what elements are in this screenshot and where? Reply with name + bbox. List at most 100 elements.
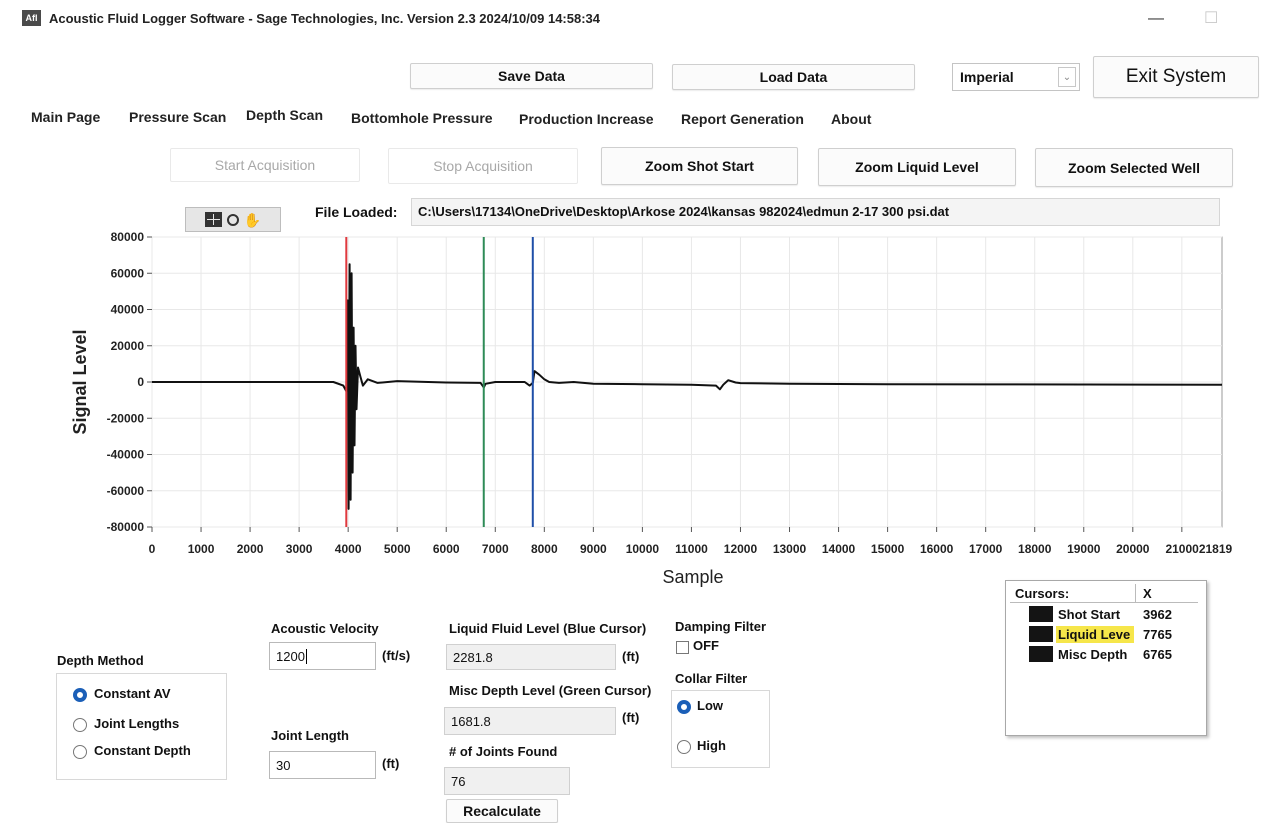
start-acquisition-button[interactable]: Start Acquisition	[170, 148, 360, 182]
x-tick-label: 6000	[433, 542, 460, 556]
cursor-table-header-x: X	[1143, 586, 1152, 601]
x-tick-label: 14000	[822, 542, 856, 556]
depth-method-group	[56, 673, 227, 780]
liquid-level-label: Liquid Fluid Level (Blue Cursor)	[449, 621, 647, 636]
x-tick-label: 17000	[969, 542, 1003, 556]
recalculate-button[interactable]: Recalculate	[446, 799, 558, 823]
x-tick-label: 18000	[1018, 542, 1052, 556]
liquid-level-unit: (ft)	[622, 649, 640, 664]
x-tick-label: 4000	[335, 542, 362, 556]
cursor-x-value: 6765	[1143, 647, 1172, 662]
misc-depth-display: 1681.8	[444, 707, 616, 735]
y-tick-label: -60000	[107, 484, 145, 498]
damping-filter-option[interactable]: OFF	[693, 638, 719, 653]
tab-about[interactable]: About	[831, 111, 872, 127]
x-tick-label: 15000	[871, 542, 905, 556]
units-select-value: Imperial	[960, 69, 1014, 85]
file-loaded-label: File Loaded:	[315, 204, 398, 220]
cursor-x-value: 7765	[1143, 627, 1172, 642]
tab-production-increase[interactable]: Production Increase	[519, 111, 654, 127]
x-tick-label: 8000	[531, 542, 558, 556]
x-tick-label: 3000	[286, 542, 313, 556]
acoustic-velocity-unit: (ft/s)	[382, 648, 411, 663]
chevron-down-icon[interactable]: ⌄	[1058, 67, 1076, 87]
cursor-name: Liquid Leve	[1056, 626, 1134, 643]
zoom-icon[interactable]	[226, 213, 239, 226]
x-tick-label: 2000	[237, 542, 264, 556]
tab-main-page[interactable]: Main Page	[31, 109, 101, 125]
collar-high-label[interactable]: High	[697, 738, 726, 753]
cursor-color-swatch	[1029, 646, 1053, 662]
damping-filter-checkbox[interactable]	[676, 641, 689, 654]
x-axis-label: Sample	[662, 567, 723, 587]
tab-depth-scan[interactable]: Depth Scan	[246, 107, 324, 123]
y-axis-label: Signal Level	[70, 329, 90, 434]
tab-report-generation[interactable]: Report Generation	[681, 111, 804, 127]
y-tick-label: 20000	[111, 339, 145, 353]
depth-method-title: Depth Method	[57, 653, 144, 668]
maximize-icon[interactable]: ☐	[1204, 10, 1219, 27]
units-select[interactable]: Imperial ⌄	[952, 63, 1080, 91]
constant-av-label[interactable]: Constant AV	[94, 686, 171, 701]
cursor-x-value: 3962	[1143, 607, 1172, 622]
collar-low-radio[interactable]	[677, 700, 691, 714]
acoustic-velocity-input[interactable]: 1200	[269, 642, 376, 670]
save-data-button[interactable]: Save Data	[410, 63, 653, 89]
exit-system-button[interactable]: Exit System	[1093, 56, 1259, 98]
collar-high-radio[interactable]	[677, 740, 691, 754]
signal-chart[interactable]: 800006000040000200000-20000-40000-60000-…	[0, 0, 1261, 600]
y-tick-label: -20000	[107, 411, 145, 425]
x-tick-label: 9000	[580, 542, 607, 556]
constant-depth-radio[interactable]	[73, 745, 87, 759]
constant-av-radio[interactable]	[73, 688, 87, 702]
constant-depth-label[interactable]: Constant Depth	[94, 743, 191, 758]
cursor-table[interactable]: Cursors: X Shot Start 3962 Liquid Leve 7…	[1005, 580, 1207, 736]
joint-lengths-label[interactable]: Joint Lengths	[94, 716, 180, 731]
x-tick-label: 13000	[773, 542, 807, 556]
cursor-color-swatch	[1029, 626, 1053, 642]
joint-length-label: Joint Length	[271, 728, 349, 743]
x-tick-label: 0	[149, 542, 156, 556]
y-tick-label: 60000	[111, 266, 145, 280]
x-tick-label: 1000	[188, 542, 215, 556]
pan-hand-icon[interactable]: ✋	[243, 211, 262, 228]
file-path-display: C:\Users\17134\OneDrive\Desktop\Arkose 2…	[411, 198, 1220, 226]
cursor-color-swatch	[1029, 606, 1053, 622]
joint-lengths-radio[interactable]	[73, 718, 87, 732]
joints-found-display: 76	[444, 767, 570, 795]
joint-length-input[interactable]: 30	[269, 751, 376, 779]
graph-palette[interactable]: ✋	[185, 207, 281, 232]
zoom-selected-well-button[interactable]: Zoom Selected Well	[1035, 148, 1233, 187]
cursor-name: Misc Depth	[1058, 647, 1128, 662]
cursor-table-header-name: Cursors:	[1015, 586, 1070, 601]
signal-series-line	[152, 263, 1223, 510]
grid-icon[interactable]	[204, 212, 222, 227]
y-tick-label: 0	[137, 375, 144, 389]
collar-filter-title: Collar Filter	[675, 671, 748, 686]
misc-depth-label: Misc Depth Level (Green Cursor)	[449, 683, 652, 698]
collar-low-label[interactable]: Low	[697, 698, 723, 713]
zoom-liquid-level-button[interactable]: Zoom Liquid Level	[818, 148, 1016, 186]
acoustic-velocity-label: Acoustic Velocity	[271, 621, 379, 636]
y-tick-label: -80000	[107, 520, 145, 534]
liquid-level-display: 2281.8	[446, 644, 616, 670]
x-tick-label: 5000	[384, 542, 411, 556]
damping-filter-title: Damping Filter	[675, 619, 767, 634]
x-tick-label: 10000	[626, 542, 660, 556]
minimize-icon[interactable]: —	[1148, 10, 1164, 27]
joints-found-label: # of Joints Found	[449, 744, 558, 759]
joint-length-unit: (ft)	[382, 756, 400, 771]
x-tick-label: 16000	[920, 542, 954, 556]
x-tick-label: 19000	[1067, 542, 1101, 556]
app-icon: AfI	[22, 10, 41, 26]
cursor-name: Shot Start	[1058, 607, 1121, 622]
tab-bottomhole-pressure[interactable]: Bottomhole Pressure	[351, 110, 493, 126]
tab-pressure-scan[interactable]: Pressure Scan	[129, 109, 227, 125]
x-tick-label: 11000	[675, 542, 708, 556]
y-tick-label: -40000	[107, 448, 145, 462]
load-data-button[interactable]: Load Data	[672, 64, 915, 90]
window-title: Acoustic Fluid Logger Software - Sage Te…	[49, 11, 601, 26]
x-tick-label: 12000	[724, 542, 758, 556]
stop-acquisition-button[interactable]: Stop Acquisition	[388, 148, 578, 184]
zoom-shot-start-button[interactable]: Zoom Shot Start	[601, 147, 798, 185]
